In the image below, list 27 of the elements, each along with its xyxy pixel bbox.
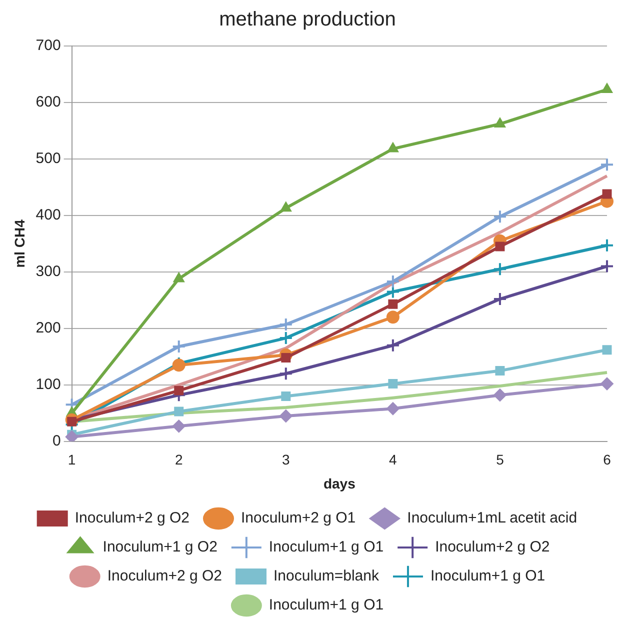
y-tick-label: 200 bbox=[36, 320, 61, 337]
legend-label: Inoculum+1mL acetit acid bbox=[407, 510, 578, 527]
y-tick-label: 300 bbox=[36, 263, 61, 280]
x-tick-label: 2 bbox=[174, 452, 183, 468]
x-tick-label: 4 bbox=[389, 452, 398, 468]
legend-label: Inoculum+2 g O2 bbox=[74, 510, 190, 527]
y-tick-label: 100 bbox=[36, 376, 61, 394]
legend-label: Inoculum=blank bbox=[274, 568, 380, 585]
x-axis-title: days bbox=[323, 475, 356, 492]
legend-label: Inoculum+1 g O1 bbox=[268, 596, 384, 614]
legend-label: Inoculum+1 g O1 bbox=[430, 568, 546, 585]
x-tick-label: 6 bbox=[603, 452, 612, 468]
x-tick-label: 1 bbox=[68, 452, 76, 468]
x-tick-label: 3 bbox=[282, 452, 290, 468]
legend-label: Inoculum+1 g O1 bbox=[268, 538, 384, 556]
x-tick-label: 5 bbox=[496, 452, 504, 468]
y-tick-label: 600 bbox=[36, 94, 61, 111]
legend-label: Inoculum+2 g O1 bbox=[240, 510, 356, 527]
y-axis-title: ml CH4 bbox=[11, 219, 28, 268]
y-tick-label: 700 bbox=[36, 37, 61, 54]
y-tick-label: 400 bbox=[36, 206, 61, 224]
legend-label: Inoculum+1 g O2 bbox=[102, 538, 218, 556]
legend-label: Inoculum+2 g O2 bbox=[435, 538, 550, 556]
y-tick-label: 0 bbox=[52, 432, 61, 450]
chart-title: methane production bbox=[219, 8, 396, 31]
legend-label: Inoculum+2 g O2 bbox=[107, 568, 222, 585]
y-tick-label: 500 bbox=[36, 150, 61, 168]
